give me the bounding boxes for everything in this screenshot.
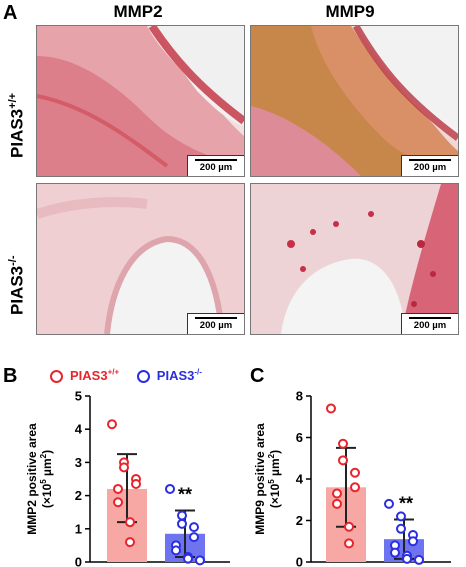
data-point	[326, 403, 336, 414]
row-label-wildtype: PIAS3+/+	[7, 93, 28, 158]
y-tick-label: 4	[75, 422, 83, 437]
stain-texture	[251, 26, 458, 176]
legend-text-wildtype: PIAS3	[70, 368, 108, 384]
stain-texture	[251, 184, 458, 334]
row-label-knockout: PIAS3-/-	[7, 255, 28, 315]
data-point	[165, 483, 175, 494]
chart-mmp9: MMP9 positive area (×105 µm2) 0 2 4 6 8 **	[253, 389, 451, 567]
data-point	[350, 482, 360, 493]
data-point	[183, 553, 193, 564]
data-point	[402, 553, 412, 564]
y-axis-label: MMP2 positive area	[25, 423, 39, 535]
row-label-knockout-sup: -/-	[7, 255, 19, 266]
row-label-wildtype-text: PIAS3	[7, 108, 27, 158]
stain-texture	[37, 26, 244, 176]
scale-bar: 200 µm	[187, 313, 244, 334]
legend-text-knockout: PIAS3	[156, 368, 195, 384]
data-point	[338, 455, 348, 466]
row-label-knockout-text: PIAS3	[7, 265, 27, 315]
micrograph-mmp2-knockout: 200 µm	[36, 183, 245, 335]
y-axis-unit-label: (×105 µm2)	[39, 450, 54, 508]
y-tick-label: 0	[296, 555, 303, 567]
y-tick-label: 2	[75, 488, 82, 503]
y-tick-label: 8	[296, 389, 303, 404]
scale-bar-label: 200 µm	[199, 162, 233, 173]
row-label-wildtype-sup: +/+	[7, 92, 19, 109]
legend-item-wildtype: PIAS3+/+	[50, 368, 123, 384]
data-point	[390, 547, 400, 558]
data-point	[344, 538, 354, 549]
scale-bar: 200 µm	[401, 313, 458, 334]
y-tick-label: 5	[75, 389, 82, 404]
data-point	[177, 510, 187, 521]
data-point	[189, 532, 199, 543]
scale-bar-label: 200 µm	[413, 320, 447, 331]
y-tick-label: 3	[75, 455, 82, 470]
y-axis-label: MMP9 positive area	[253, 423, 267, 535]
data-point	[113, 497, 123, 508]
legend-sup-wildtype: +/+	[107, 368, 120, 377]
legend: PIAS3+/+ PIAS3-/-	[50, 368, 202, 384]
data-point	[113, 483, 123, 494]
data-point	[396, 511, 406, 522]
legend-marker-wildtype	[50, 370, 63, 384]
column-title-mmp9: MMP9	[325, 2, 375, 21]
micrograph-mmp9-knockout: 200 µm	[250, 183, 459, 335]
data-point	[384, 498, 394, 509]
data-point	[350, 467, 360, 478]
data-point	[125, 537, 135, 548]
data-point	[332, 488, 342, 499]
legend-marker-knockout	[136, 370, 150, 384]
y-tick-label: 1	[75, 521, 82, 536]
y-tick-label: 0	[75, 555, 82, 567]
data-point	[125, 517, 135, 528]
micrograph-mmp2-wildtype: 200 µm	[36, 25, 245, 177]
panel-label-c: C	[250, 365, 265, 387]
panel-label-b: B	[3, 365, 18, 387]
y-tick-label: 4	[296, 472, 304, 487]
chart-mmp2: MMP2 positive area (×105 µm2) 0 1 2 3 4 5 **	[25, 389, 230, 567]
legend-item-knockout: PIAS3-/-	[136, 368, 202, 384]
significance-marker: **	[178, 485, 192, 505]
data-point	[131, 478, 141, 489]
column-title-mmp2: MMP2	[113, 2, 163, 21]
data-point	[344, 521, 354, 532]
data-point	[177, 518, 187, 529]
data-point	[332, 498, 342, 509]
y-tick-label: 2	[296, 513, 303, 528]
data-point	[195, 555, 205, 566]
y-axis-unit-label: (×105 µm2)	[267, 450, 282, 508]
legend-sup-knockout: -/-	[194, 368, 202, 377]
data-point	[189, 522, 199, 533]
panel-label-a: A	[3, 2, 18, 24]
data-point	[338, 438, 348, 449]
micrograph-mmp9-wildtype: 200 µm	[250, 25, 459, 177]
data-point	[119, 462, 129, 473]
scale-bar-label: 200 µm	[413, 162, 447, 173]
significance-marker: **	[399, 493, 413, 513]
scale-bar: 200 µm	[401, 155, 458, 176]
stain-texture	[37, 184, 244, 334]
data-point	[107, 419, 117, 430]
scale-bar: 200 µm	[187, 155, 244, 176]
data-point	[171, 545, 181, 556]
data-point	[414, 554, 424, 565]
data-point	[408, 536, 418, 547]
y-tick-label: 6	[296, 430, 303, 445]
data-point	[396, 523, 406, 534]
scale-bar-label: 200 µm	[199, 320, 233, 331]
